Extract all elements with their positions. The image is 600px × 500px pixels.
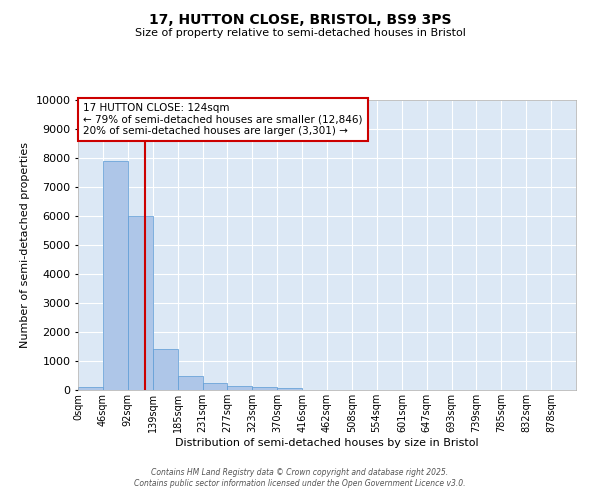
Text: 17 HUTTON CLOSE: 124sqm
← 79% of semi-detached houses are smaller (12,846)
20% o: 17 HUTTON CLOSE: 124sqm ← 79% of semi-de…: [83, 103, 362, 136]
Bar: [203, 383, 227, 390]
Bar: [277, 388, 302, 390]
Text: Contains HM Land Registry data © Crown copyright and database right 2025.
Contai: Contains HM Land Registry data © Crown c…: [134, 468, 466, 487]
Bar: [78, 387, 103, 390]
Text: Size of property relative to semi-detached houses in Bristol: Size of property relative to semi-detach…: [134, 28, 466, 38]
Bar: [252, 387, 277, 390]
Bar: [103, 161, 128, 390]
Y-axis label: Number of semi-detached properties: Number of semi-detached properties: [20, 142, 30, 348]
Bar: [153, 350, 178, 390]
Bar: [128, 216, 153, 390]
Bar: [227, 386, 252, 390]
X-axis label: Distribution of semi-detached houses by size in Bristol: Distribution of semi-detached houses by …: [175, 438, 479, 448]
Bar: [178, 376, 203, 390]
Text: 17, HUTTON CLOSE, BRISTOL, BS9 3PS: 17, HUTTON CLOSE, BRISTOL, BS9 3PS: [149, 12, 451, 26]
